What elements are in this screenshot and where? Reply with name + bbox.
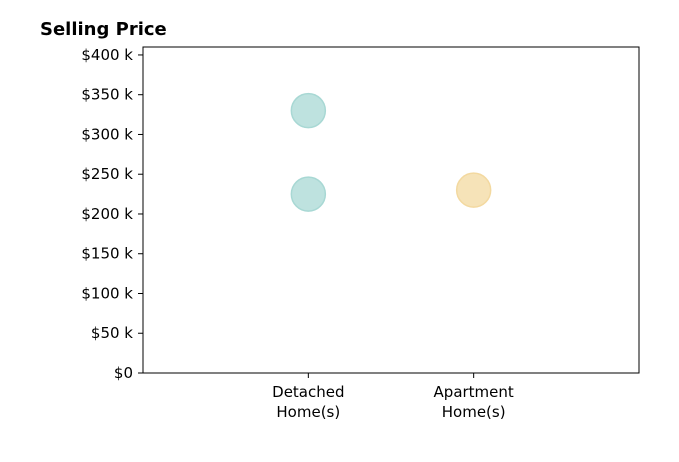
- y-tick-label: $200 k: [81, 205, 133, 223]
- data-point: [455, 172, 492, 208]
- plot-area: $0 $50 k $100 k $150 k $200 k $250 k $300 k $35…: [81, 46, 640, 421]
- y-tick-label: $100 k: [81, 284, 133, 302]
- x-tick-label: Home(s): [276, 403, 340, 421]
- y-tick-label: $300 k: [81, 125, 133, 143]
- chart-title: Selling Price: [40, 19, 167, 40]
- plot-frame: [142, 46, 640, 374]
- x-tick-label: Apartment: [434, 383, 514, 401]
- y-tick-label: $400 k: [81, 46, 133, 64]
- y-tick-label: $0: [114, 364, 133, 382]
- data-point: [290, 176, 327, 212]
- y-tick-label: $150 k: [81, 245, 133, 263]
- y-tick-label: $50 k: [91, 324, 133, 342]
- y-tick-label: $350 k: [81, 86, 133, 104]
- data-point: [290, 92, 327, 129]
- x-tick-label: Detached: [272, 383, 344, 401]
- x-tick-label: Home(s): [442, 403, 506, 421]
- y-tick-label: $250 k: [81, 165, 133, 183]
